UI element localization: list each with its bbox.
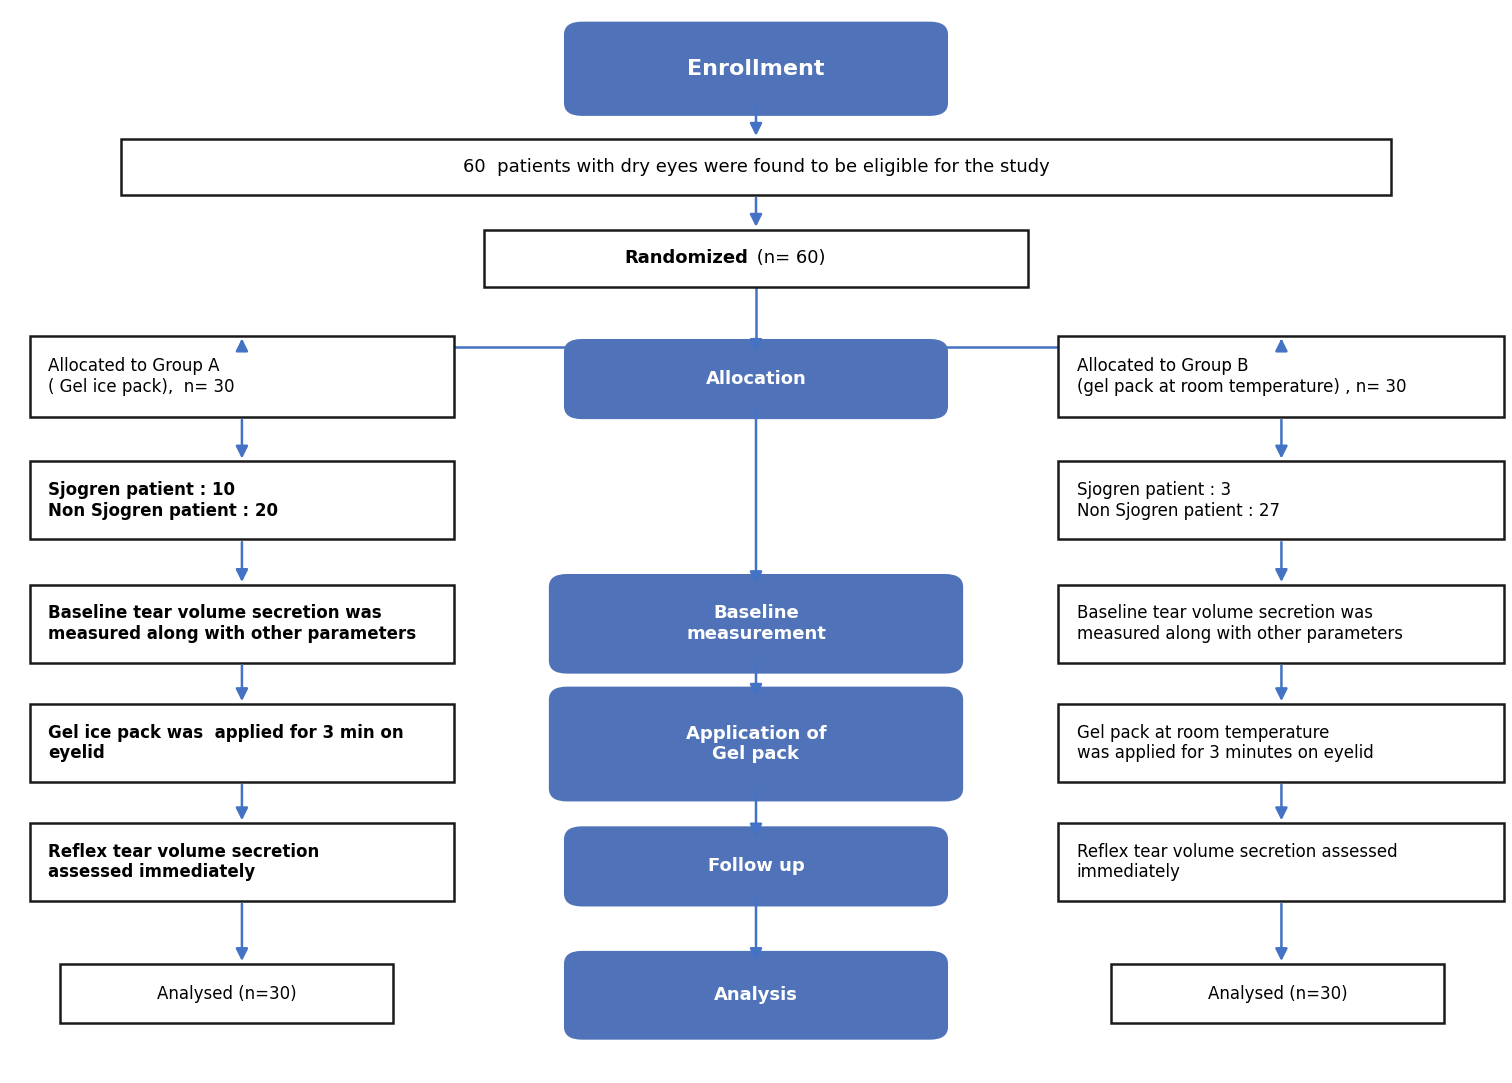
Text: Analysed (n=30): Analysed (n=30): [1208, 984, 1347, 1003]
Text: Gel pack at room temperature
was applied for 3 minutes on eyelid: Gel pack at room temperature was applied…: [1077, 723, 1373, 762]
FancyBboxPatch shape: [1058, 585, 1504, 663]
Text: Sjogren patient : 3
Non Sjogren patient : 27: Sjogren patient : 3 Non Sjogren patient …: [1077, 481, 1279, 520]
Text: Allocation: Allocation: [706, 370, 806, 388]
FancyBboxPatch shape: [1058, 823, 1504, 901]
FancyBboxPatch shape: [564, 951, 948, 1040]
Text: Baseline
measurement: Baseline measurement: [686, 604, 826, 643]
FancyBboxPatch shape: [30, 704, 454, 782]
Text: Reflex tear volume secretion assessed
immediately: Reflex tear volume secretion assessed im…: [1077, 843, 1397, 882]
FancyBboxPatch shape: [564, 339, 948, 419]
FancyBboxPatch shape: [1058, 336, 1504, 417]
Text: Baseline tear volume secretion was
measured along with other parameters: Baseline tear volume secretion was measu…: [1077, 604, 1403, 643]
Text: Enrollment: Enrollment: [688, 58, 824, 79]
FancyBboxPatch shape: [1111, 964, 1444, 1023]
Text: Sjogren patient : 10
Non Sjogren patient : 20: Sjogren patient : 10 Non Sjogren patient…: [48, 481, 278, 520]
FancyBboxPatch shape: [484, 230, 1028, 287]
Text: Allocated to Group B
(gel pack at room temperature) , n= 30: Allocated to Group B (gel pack at room t…: [1077, 357, 1406, 395]
FancyBboxPatch shape: [30, 461, 454, 539]
Text: Reflex tear volume secretion
assessed immediately: Reflex tear volume secretion assessed im…: [48, 843, 319, 882]
FancyBboxPatch shape: [121, 139, 1391, 195]
Text: Analysed (n=30): Analysed (n=30): [157, 984, 296, 1003]
Text: (n= 60): (n= 60): [751, 249, 826, 268]
FancyBboxPatch shape: [30, 823, 454, 901]
FancyBboxPatch shape: [549, 687, 963, 801]
Text: Allocated to Group A
( Gel ice pack),  n= 30: Allocated to Group A ( Gel ice pack), n=…: [48, 357, 234, 395]
Text: Analysis: Analysis: [714, 987, 798, 1004]
FancyBboxPatch shape: [564, 22, 948, 116]
Text: Baseline tear volume secretion was
measured along with other parameters: Baseline tear volume secretion was measu…: [48, 604, 416, 643]
FancyBboxPatch shape: [549, 574, 963, 674]
Text: 60  patients with dry eyes were found to be eligible for the study: 60 patients with dry eyes were found to …: [463, 158, 1049, 175]
FancyBboxPatch shape: [1058, 461, 1504, 539]
Text: Follow up: Follow up: [708, 858, 804, 875]
FancyBboxPatch shape: [30, 336, 454, 417]
FancyBboxPatch shape: [60, 964, 393, 1023]
FancyBboxPatch shape: [1058, 704, 1504, 782]
FancyBboxPatch shape: [30, 585, 454, 663]
Text: Application of
Gel pack: Application of Gel pack: [685, 725, 827, 764]
Text: Randomized: Randomized: [624, 249, 748, 268]
FancyBboxPatch shape: [564, 826, 948, 906]
Text: Gel ice pack was  applied for 3 min on
eyelid: Gel ice pack was applied for 3 min on ey…: [48, 723, 404, 762]
